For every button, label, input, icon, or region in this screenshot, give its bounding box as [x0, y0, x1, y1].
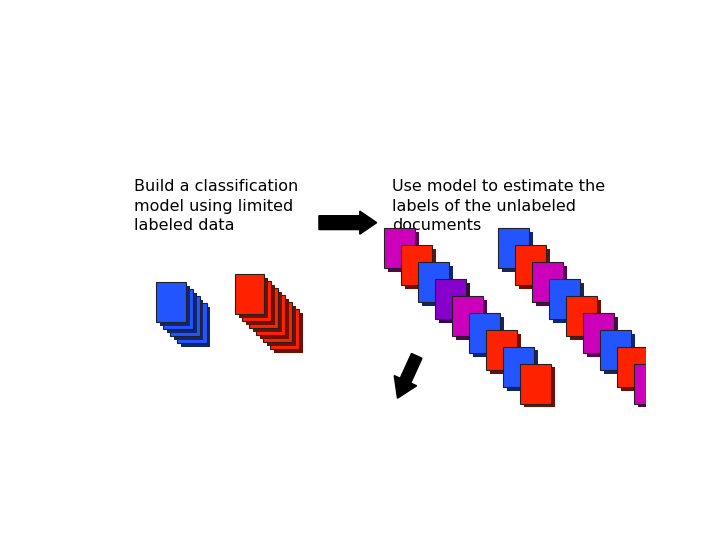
- Bar: [388, 232, 419, 272]
- FancyArrow shape: [395, 354, 422, 398]
- Text: Build a classification
model using limited
labeled data: Build a classification model using limit…: [134, 179, 298, 233]
- Bar: [249, 288, 278, 328]
- Bar: [235, 274, 264, 314]
- Bar: [242, 281, 271, 321]
- Bar: [435, 279, 466, 319]
- Bar: [520, 363, 551, 403]
- Bar: [260, 299, 289, 339]
- Bar: [587, 316, 618, 356]
- Bar: [405, 249, 436, 289]
- Bar: [171, 296, 199, 336]
- Bar: [456, 300, 487, 340]
- Bar: [177, 303, 207, 343]
- Bar: [439, 283, 470, 323]
- Bar: [507, 350, 538, 390]
- Bar: [239, 278, 268, 318]
- Bar: [549, 279, 580, 319]
- Bar: [266, 306, 296, 346]
- Bar: [384, 228, 415, 268]
- Bar: [600, 330, 631, 370]
- Bar: [246, 285, 275, 325]
- Bar: [418, 262, 449, 302]
- Bar: [486, 330, 517, 370]
- Bar: [469, 313, 500, 353]
- Bar: [270, 309, 299, 349]
- Bar: [604, 334, 634, 374]
- Bar: [167, 293, 197, 333]
- Text: Use model to estimate the
labels of the unlabeled
documents: Use model to estimate the labels of the …: [392, 179, 606, 233]
- Bar: [621, 350, 652, 390]
- Bar: [638, 367, 669, 408]
- Bar: [583, 313, 614, 353]
- Bar: [156, 282, 186, 322]
- FancyArrow shape: [319, 211, 377, 234]
- Bar: [516, 245, 546, 285]
- Bar: [553, 283, 584, 323]
- Bar: [253, 292, 282, 332]
- Bar: [536, 266, 567, 306]
- Bar: [452, 296, 483, 336]
- Bar: [422, 266, 453, 306]
- Bar: [263, 302, 292, 342]
- Bar: [523, 367, 554, 408]
- Bar: [490, 334, 521, 374]
- Bar: [274, 313, 303, 353]
- Bar: [498, 228, 529, 268]
- Bar: [181, 307, 210, 347]
- Bar: [503, 347, 534, 387]
- Bar: [532, 262, 563, 302]
- Bar: [634, 363, 665, 403]
- Bar: [401, 245, 432, 285]
- Bar: [161, 286, 189, 326]
- Bar: [163, 289, 193, 329]
- Bar: [519, 249, 550, 289]
- Bar: [174, 300, 204, 340]
- Bar: [617, 347, 648, 387]
- Bar: [256, 295, 285, 335]
- Bar: [473, 316, 504, 356]
- Bar: [503, 232, 533, 272]
- Bar: [570, 300, 600, 340]
- Bar: [566, 296, 597, 336]
